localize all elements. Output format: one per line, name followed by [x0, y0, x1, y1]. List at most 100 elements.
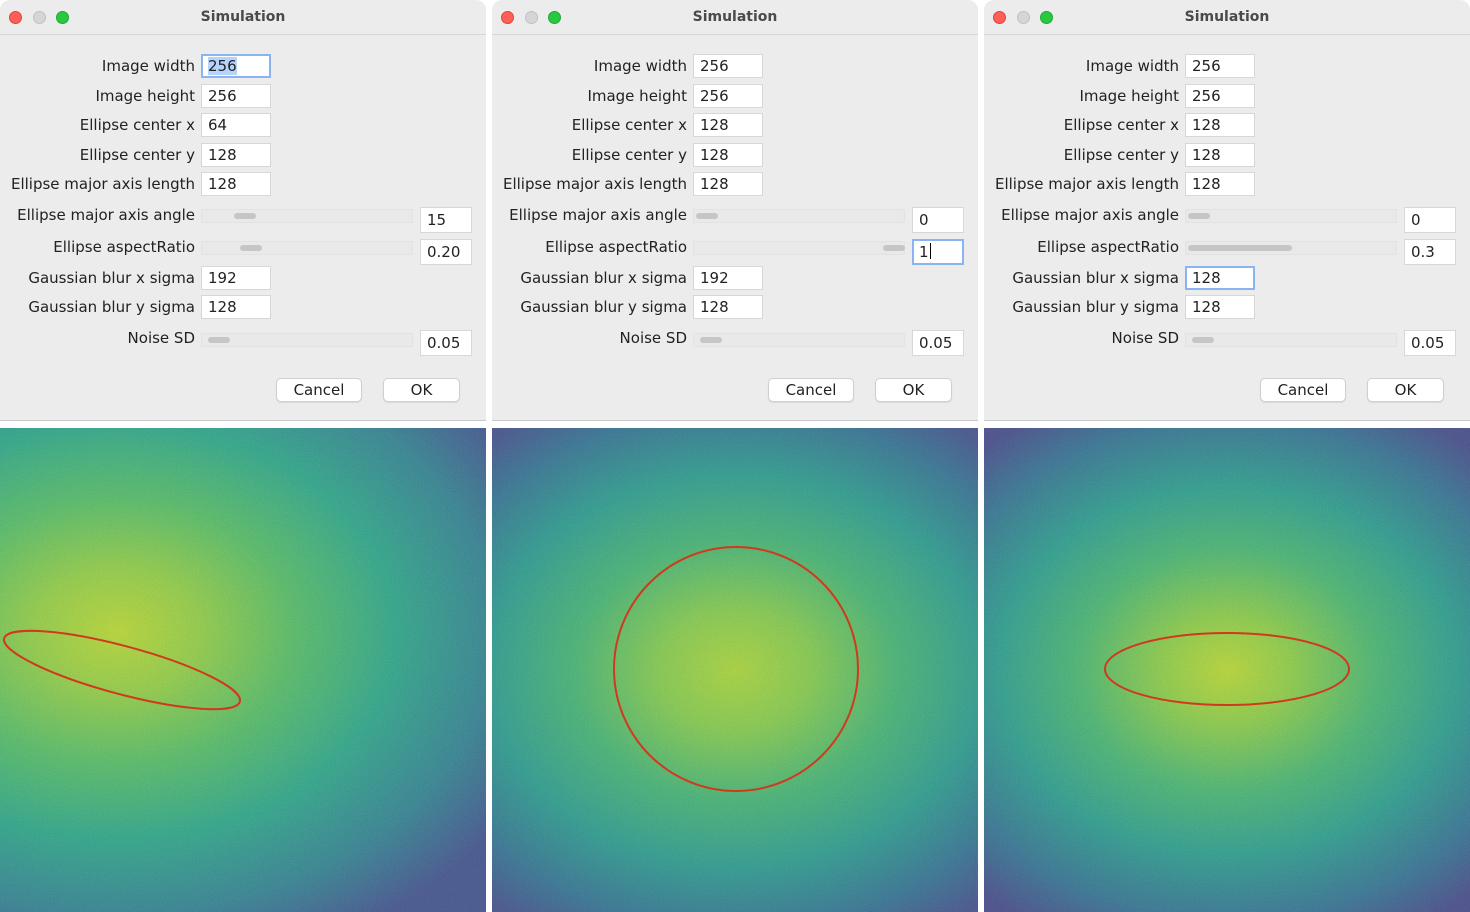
blur-x-label: Gaussian blur x sigma	[28, 269, 195, 287]
cancel-button[interactable]: Cancel	[276, 378, 362, 402]
blur-y-label: Gaussian blur y sigma	[520, 298, 687, 316]
aspect-ratio-slider[interactable]	[693, 241, 905, 255]
noise-sd-slider[interactable]	[201, 333, 413, 347]
noise-overlay	[492, 428, 978, 912]
fitted-ellipse-outline	[613, 546, 859, 792]
blur-x-field[interactable]: 128	[1185, 266, 1255, 290]
aspect-ratio-value-field[interactable]: 0.20	[420, 239, 472, 265]
simulated-image-canvas	[984, 428, 1470, 912]
major-axis-length-label: Ellipse major axis length	[994, 175, 1179, 193]
simulation-panel-1: Simulation Image width 256 Image height …	[0, 0, 486, 912]
blur-y-field[interactable]: 128	[1185, 295, 1255, 319]
center-x-field[interactable]: 128	[1185, 113, 1255, 137]
simulation-panel-2: Simulation Image width 256 Image height …	[492, 0, 978, 912]
dialog-title: Simulation	[200, 9, 286, 25]
image-width-field[interactable]: 256	[201, 54, 271, 78]
ok-button[interactable]: OK	[1367, 378, 1444, 402]
aspect-ratio-slider[interactable]	[201, 241, 413, 255]
minimize-window-icon[interactable]	[1017, 11, 1030, 24]
center-y-field[interactable]: 128	[201, 143, 271, 167]
center-y-field[interactable]: 128	[693, 143, 763, 167]
major-axis-length-field[interactable]: 128	[693, 172, 763, 196]
blur-y-field[interactable]: 128	[201, 295, 271, 319]
aspect-ratio-slider-thumb[interactable]	[883, 245, 905, 251]
image-height-label: Image height	[587, 87, 687, 105]
center-y-label: Ellipse center y	[79, 146, 195, 164]
angle-value-field[interactable]: 15	[420, 207, 472, 233]
close-window-icon[interactable]	[9, 11, 22, 24]
zoom-window-icon[interactable]	[56, 11, 69, 24]
blur-x-label: Gaussian blur x sigma	[520, 269, 687, 287]
simulation-dialog: Simulation Image width 256 Image height …	[984, 0, 1470, 421]
angle-value-field[interactable]: 0	[912, 207, 964, 233]
blur-y-label: Gaussian blur y sigma	[1012, 298, 1179, 316]
close-window-icon[interactable]	[993, 11, 1006, 24]
cancel-button[interactable]: Cancel	[768, 378, 854, 402]
blur-y-field[interactable]: 128	[693, 295, 763, 319]
close-window-icon[interactable]	[501, 11, 514, 24]
angle-slider-thumb[interactable]	[1188, 213, 1210, 219]
angle-slider[interactable]	[201, 209, 413, 223]
angle-label: Ellipse major axis angle	[17, 206, 195, 224]
image-width-field[interactable]: 256	[1185, 54, 1255, 78]
title-bar: Simulation	[984, 0, 1470, 35]
major-axis-length-label: Ellipse major axis length	[10, 175, 195, 193]
angle-slider[interactable]	[1185, 209, 1397, 223]
center-x-label: Ellipse center x	[571, 116, 687, 134]
zoom-window-icon[interactable]	[1040, 11, 1053, 24]
noise-sd-value-field[interactable]: 0.05	[1404, 330, 1456, 356]
aspect-ratio-slider-thumb[interactable]	[240, 245, 262, 251]
aspect-ratio-label: Ellipse aspectRatio	[53, 238, 195, 256]
noise-sd-slider-thumb[interactable]	[1192, 337, 1214, 343]
minimize-window-icon[interactable]	[525, 11, 538, 24]
noise-sd-slider-thumb[interactable]	[208, 337, 230, 343]
aspect-ratio-slider-thumb[interactable]	[1188, 245, 1292, 251]
noise-sd-slider[interactable]	[693, 333, 905, 347]
image-height-field[interactable]: 256	[693, 84, 763, 108]
image-height-label: Image height	[1079, 87, 1179, 105]
aspect-ratio-value-field[interactable]: 1	[912, 239, 964, 265]
aspect-ratio-label: Ellipse aspectRatio	[545, 238, 687, 256]
dialog-title: Simulation	[1184, 9, 1270, 25]
fitted-ellipse-outline	[1104, 632, 1350, 706]
noise-sd-slider[interactable]	[1185, 333, 1397, 347]
center-x-label: Ellipse center x	[1063, 116, 1179, 134]
aspect-ratio-value-field[interactable]: 0.3	[1404, 239, 1456, 265]
blur-x-label: Gaussian blur x sigma	[1012, 269, 1179, 287]
simulated-image	[0, 428, 486, 912]
major-axis-length-field[interactable]: 128	[201, 172, 271, 196]
blur-x-field[interactable]: 192	[693, 266, 763, 290]
aspect-ratio-label: Ellipse aspectRatio	[1037, 238, 1179, 256]
fitted-ellipse-outline	[2, 629, 242, 711]
ok-button[interactable]: OK	[383, 378, 460, 402]
blur-x-field[interactable]: 192	[201, 266, 271, 290]
image-width-field[interactable]: 256	[693, 54, 763, 78]
minimize-window-icon[interactable]	[33, 11, 46, 24]
simulation-dialog: Simulation Image width 256 Image height …	[0, 0, 486, 421]
simulation-dialog: Simulation Image width 256 Image height …	[492, 0, 978, 421]
center-x-field[interactable]: 128	[693, 113, 763, 137]
noise-sd-label: Noise SD	[127, 329, 195, 347]
noise-sd-label: Noise SD	[1111, 329, 1179, 347]
angle-slider[interactable]	[693, 209, 905, 223]
angle-slider-thumb[interactable]	[696, 213, 718, 219]
ok-button[interactable]: OK	[875, 378, 952, 402]
image-height-field[interactable]: 256	[1185, 84, 1255, 108]
noise-overlay	[0, 428, 486, 912]
image-width-value: 256	[208, 57, 237, 75]
simulated-image	[984, 428, 1470, 912]
aspect-ratio-slider[interactable]	[1185, 241, 1397, 255]
image-height-field[interactable]: 256	[201, 84, 271, 108]
noise-sd-value-field[interactable]: 0.05	[420, 330, 472, 356]
angle-slider-thumb[interactable]	[234, 213, 256, 219]
angle-value-field[interactable]: 0	[1404, 207, 1456, 233]
noise-sd-slider-thumb[interactable]	[700, 337, 722, 343]
major-axis-length-field[interactable]: 128	[1185, 172, 1255, 196]
major-axis-length-label: Ellipse major axis length	[502, 175, 687, 193]
zoom-window-icon[interactable]	[548, 11, 561, 24]
center-x-field[interactable]: 64	[201, 113, 271, 137]
center-y-field[interactable]: 128	[1185, 143, 1255, 167]
simulated-image-canvas	[0, 428, 486, 912]
noise-sd-value-field[interactable]: 0.05	[912, 330, 964, 356]
cancel-button[interactable]: Cancel	[1260, 378, 1346, 402]
